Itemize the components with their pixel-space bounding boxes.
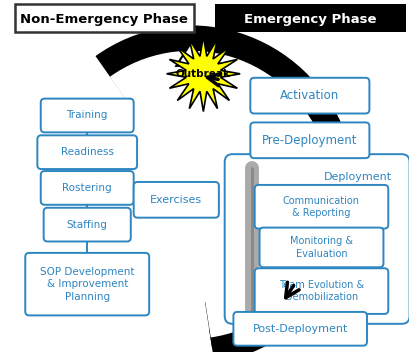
Polygon shape [176,43,205,66]
Text: Deployment: Deployment [323,172,391,182]
FancyBboxPatch shape [254,268,387,314]
FancyBboxPatch shape [254,185,387,229]
FancyBboxPatch shape [250,78,369,114]
FancyBboxPatch shape [40,171,133,205]
FancyBboxPatch shape [233,312,366,346]
FancyBboxPatch shape [214,4,405,32]
Text: Rostering: Rostering [62,183,112,193]
FancyBboxPatch shape [43,208,130,241]
Text: Team Evolution &
Demobilization: Team Evolution & Demobilization [278,280,363,302]
FancyBboxPatch shape [37,135,137,169]
Text: Staffing: Staffing [67,220,108,229]
Text: Emergency Phase: Emergency Phase [243,13,375,26]
Text: Non-Emergency Phase: Non-Emergency Phase [20,13,187,26]
Text: Exercises: Exercises [150,195,202,205]
FancyBboxPatch shape [15,4,193,32]
FancyBboxPatch shape [224,154,409,324]
Text: SOP Development
& Improvement
Planning: SOP Development & Improvement Planning [40,267,134,301]
FancyBboxPatch shape [250,122,369,158]
FancyBboxPatch shape [40,98,133,132]
FancyBboxPatch shape [133,182,218,218]
Text: Activation: Activation [280,89,339,102]
Text: Training: Training [66,110,108,120]
Text: Post-Deployment: Post-Deployment [252,324,347,334]
Text: Communication
& Reporting: Communication & Reporting [282,196,359,218]
Text: Outbreak: Outbreak [175,69,230,79]
FancyBboxPatch shape [25,253,149,315]
Text: Pre-Deployment: Pre-Deployment [261,134,357,147]
FancyBboxPatch shape [259,228,382,267]
Text: Monitoring &
Evaluation: Monitoring & Evaluation [289,236,352,259]
Polygon shape [166,36,240,112]
Text: Readiness: Readiness [61,147,113,157]
